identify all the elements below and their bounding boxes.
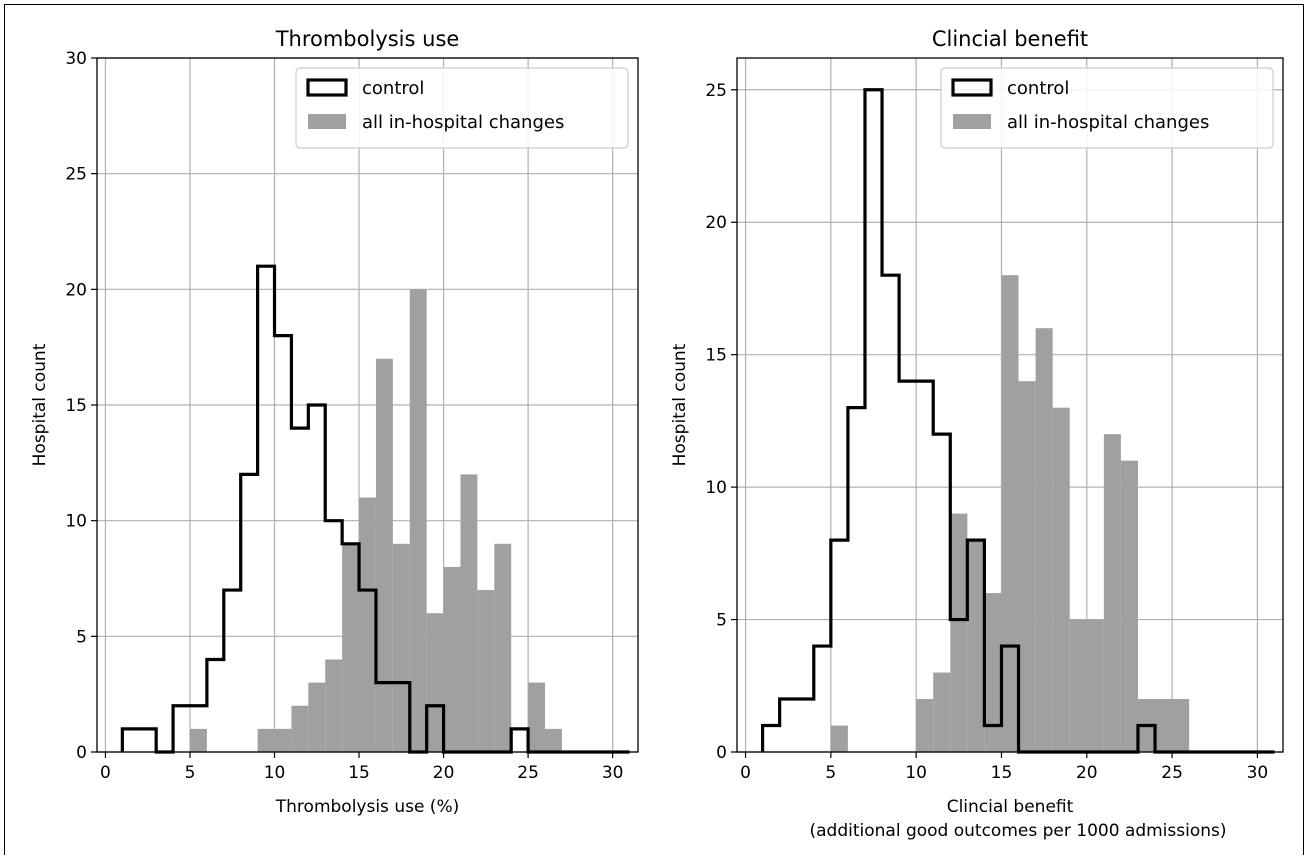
x-tick-label: 20: [433, 763, 455, 783]
legend-box: [295, 67, 629, 149]
x-tick-label: 5: [825, 763, 836, 783]
hist-bar: [916, 699, 934, 752]
chart-panel-2: 0 5 10 15 20 25 30 0 5 10 15 20 25 Clincial benefit Cl…: [670, 27, 1284, 841]
x-tick-label: 10: [264, 763, 286, 783]
hist-bar: [274, 728, 292, 752]
x-tick-label: 25: [1161, 763, 1183, 783]
hist-bar: [460, 474, 478, 752]
hist-bar: [494, 543, 512, 752]
hist-bar: [1001, 275, 1019, 752]
hist-bar: [1120, 460, 1138, 752]
y-tick-label: 5: [76, 627, 87, 647]
y-axis-label: Hospital count: [670, 343, 690, 466]
hist-bar: [308, 682, 326, 752]
x-tick-label: 20: [1076, 763, 1098, 783]
chart-panel-1: 0 5 10 15 20 25 30 0 5 10 15 20 25 30 Thrombolysis use…: [30, 27, 639, 817]
hist-bar: [950, 513, 968, 752]
hist-bar: [291, 705, 309, 752]
hist-bar: [1018, 381, 1036, 752]
hist-bar: [257, 728, 275, 752]
hist-bar: [189, 728, 207, 752]
y-tick-label: 10: [705, 478, 727, 498]
x-tick-label: 0: [740, 763, 751, 783]
y-tick-label: 20: [705, 213, 727, 233]
hist-bar: [325, 659, 343, 752]
hist-bar: [375, 358, 393, 752]
y-tick-label: 5: [716, 611, 727, 631]
x-axis-label-line2: (additional good outcomes per 1000 admis…: [809, 821, 1226, 841]
control-step-line: [120, 264, 630, 754]
legend-label-control: control: [1007, 78, 1069, 99]
x-tick-label: 0: [100, 763, 111, 783]
legend-swatch-all-changes: [953, 114, 991, 129]
hist-bar: [984, 593, 1002, 752]
hist-bar: [477, 590, 495, 752]
axes-box: [736, 57, 1284, 753]
x-axis-label: Thrombolysis use (%): [275, 797, 459, 817]
y-tick-label: 0: [716, 743, 727, 763]
legend-label-all-changes: all in-hospital changes: [362, 112, 564, 133]
hist-bar: [443, 566, 461, 752]
x-tick-label: 25: [517, 763, 539, 783]
y-tick-label: 25: [705, 81, 727, 101]
legend: control all in-hospital changes: [295, 67, 629, 149]
hist-bar: [409, 289, 427, 752]
x-tick-label: 10: [905, 763, 927, 783]
legend: control all in-hospital changes: [940, 67, 1274, 149]
hist-bar: [342, 543, 360, 752]
y-axis-label: Hospital count: [30, 343, 50, 466]
y-tick-label: 15: [705, 346, 727, 366]
legend-swatch-all-changes: [308, 114, 346, 129]
hist-bar: [1172, 699, 1190, 752]
y-tick-label: 15: [65, 396, 87, 416]
hist-bar: [1086, 619, 1104, 752]
y-tick-label: 20: [65, 280, 87, 300]
hist-bar: [1052, 407, 1070, 752]
x-axis-label: Clincial benefit: [947, 797, 1074, 817]
hist-bar: [830, 725, 848, 752]
chart-title: Clincial benefit: [932, 27, 1088, 51]
y-tick-label: 0: [76, 743, 87, 763]
hist-bar: [1103, 434, 1121, 752]
hist-bar: [528, 682, 546, 752]
hist-bar: [1035, 328, 1053, 752]
legend-swatch-control: [951, 78, 993, 97]
x-tick-label: 30: [602, 763, 624, 783]
hist-bar: [545, 728, 562, 752]
control-step-line: [760, 88, 1275, 754]
hist-bar: [1069, 619, 1087, 752]
hist-bar: [426, 613, 444, 752]
x-tick-label: 30: [1247, 763, 1269, 783]
y-tick-label: 10: [65, 512, 87, 532]
x-tick-label: 5: [185, 763, 196, 783]
hist-bar: [967, 540, 985, 752]
y-tick-label: 30: [65, 49, 87, 69]
legend-label-all-changes: all in-hospital changes: [1007, 112, 1209, 133]
legend-swatch-control: [306, 78, 348, 97]
hist-bar: [392, 543, 410, 752]
hist-bar: [933, 672, 951, 752]
hist-bar: [359, 497, 376, 752]
y-tick-label: 25: [65, 165, 87, 185]
x-tick-label: 15: [991, 763, 1013, 783]
x-tick-label: 15: [348, 763, 370, 783]
figure-frame: [4, 4, 1304, 855]
chart-title: Thrombolysis use: [275, 27, 460, 51]
legend-box: [940, 67, 1274, 149]
hist-bar: [1155, 699, 1173, 752]
legend-label-control: control: [362, 78, 424, 99]
